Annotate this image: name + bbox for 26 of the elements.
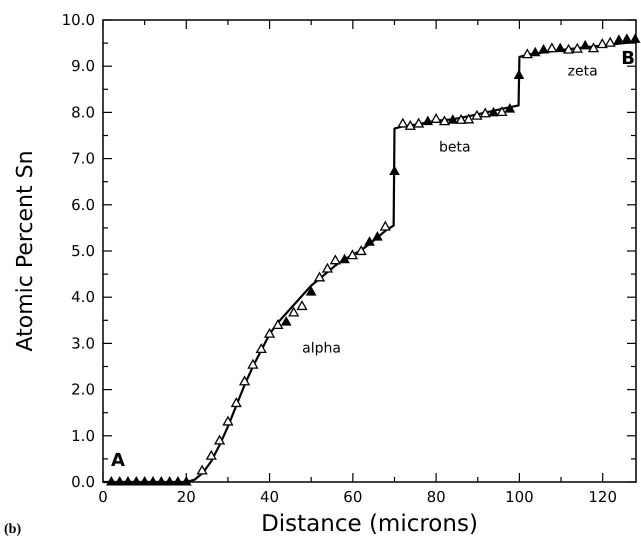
annotation: A [110,450,125,471]
x-axis-title: Distance (microns) [261,511,478,537]
x-tick-label: 20 [176,488,196,506]
y-tick-label: 6.0 [71,196,95,214]
y-tick-label: 1.0 [71,426,95,445]
y-tick-label: 9.0 [71,57,95,76]
annotation: alpha [302,340,341,357]
y-tick-label: 5.0 [71,242,95,260]
x-tick-label: 80 [426,488,446,506]
y-tick-label: 2.0 [71,380,95,399]
y-tick-label: 7.0 [71,150,95,168]
y-tick-label: 0.0 [71,473,95,491]
x-tick-label: 120 [588,488,618,506]
y-tick-label: 8.0 [71,103,95,122]
annotation: B [621,48,635,69]
y-tick-label: 4.0 [71,288,95,306]
annotation: zeta [568,63,598,80]
x-tick-label: 60 [343,488,362,506]
x-tick-label: 0 [98,488,108,506]
text: (b) [4,522,22,537]
x-tick-label: 100 [505,488,534,506]
y-tick-label: 10.0 [62,11,95,29]
annotation: beta [438,140,471,156]
y-tick-label: 3.0 [71,334,95,352]
x-tick-label: 40 [260,488,280,506]
y-axis-title: Atomic Percent Sn [13,150,38,352]
